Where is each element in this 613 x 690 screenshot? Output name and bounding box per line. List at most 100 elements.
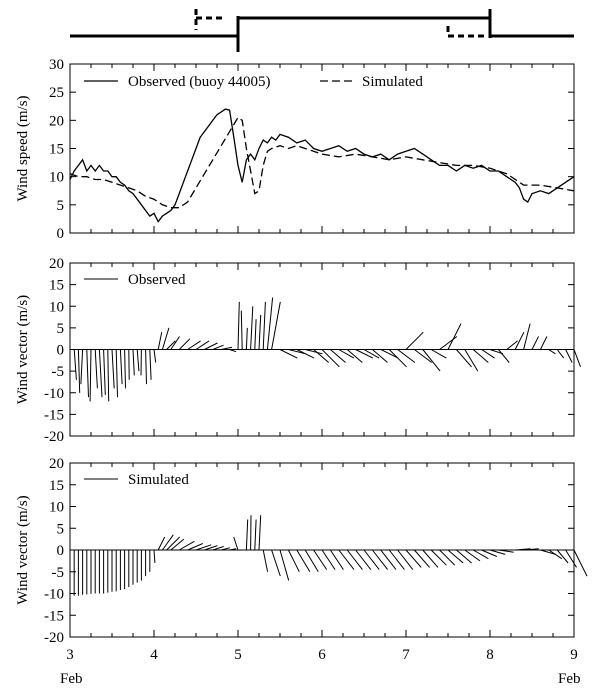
wind-vector-stick	[271, 549, 281, 577]
x-axis-month-left: Feb	[60, 671, 83, 687]
y-tick-label: 15	[49, 478, 64, 494]
wind-vector-stick	[229, 548, 237, 551]
wind-vector-stick	[229, 349, 237, 353]
wind-vector-stick	[161, 327, 170, 350]
simulated-vector-panel: -20 -15 -10 -5 0 5 10 15 20 3 4 5 6 7 8 9 Wind vector (m…	[15, 456, 588, 663]
wind-vector-stick	[86, 349, 89, 398]
wind-vector-stick	[98, 349, 103, 398]
y-tick-label: 10	[49, 170, 64, 186]
wind-vector-stick	[556, 549, 569, 564]
wind-vector-stick	[221, 346, 233, 350]
wind-vector-stick	[245, 327, 248, 350]
wind-vector-stick	[489, 549, 506, 555]
wind-vector-stick	[262, 549, 269, 572]
wind-vector-stick	[464, 349, 479, 372]
wind-vector-stick	[258, 515, 262, 551]
wind-vector-stick	[73, 349, 77, 380]
wind-vector-stick	[472, 549, 489, 560]
wind-vector-stick	[287, 549, 300, 573]
wind-vector-stick	[166, 340, 176, 350]
wind-vector-stick	[153, 549, 156, 564]
wind-vector-stick	[380, 549, 397, 570]
wind-vector-stick	[372, 349, 388, 363]
wind-vector-stick	[481, 549, 497, 557]
wind-vector-stick	[153, 349, 157, 363]
x-tick-label: 4	[150, 647, 158, 663]
y-tick-label: 20	[49, 256, 64, 272]
wind-vector-stick	[422, 349, 441, 372]
wind-vector-stick	[540, 549, 556, 555]
wind-vector-stick	[531, 336, 539, 350]
wind-vector-stick	[472, 349, 489, 363]
wind-vector-stick	[565, 549, 577, 568]
wind-vector-stick	[178, 338, 191, 350]
wind-vector-stick	[149, 349, 152, 380]
y-tick-label: 10	[49, 299, 64, 315]
wind-vector-stick	[178, 540, 195, 551]
wind-vector-stick	[405, 331, 424, 350]
wind-vector-stick	[305, 349, 323, 355]
wind-vector-stick	[539, 336, 548, 350]
wind-vector-stick	[221, 547, 231, 551]
wind-vector-stick	[254, 519, 257, 551]
wind-vector-stick	[195, 544, 212, 551]
wind-vector-stick	[204, 342, 218, 350]
y-axis-label: Wind speed (m/s)	[15, 95, 31, 201]
y-tick-label: -15	[44, 407, 64, 423]
x-tick-label: 5	[234, 647, 242, 663]
wind-vector-stick	[338, 349, 355, 359]
wind-vector-stick	[405, 549, 422, 568]
legend-label-simulated: Simulated	[362, 74, 423, 90]
wind-vector-stick	[237, 301, 240, 350]
wind-vector-stick	[115, 349, 118, 398]
y-tick-label: 15	[49, 278, 64, 294]
x-tick-label: 9	[570, 647, 578, 663]
y-tick-label: 25	[49, 85, 64, 101]
x-tick-label: 8	[486, 647, 494, 663]
wind-vector-stick	[363, 349, 380, 359]
wind-vector-stick	[515, 548, 531, 551]
wind-vector-stick	[157, 536, 166, 551]
wind-vector-stick	[240, 310, 243, 350]
wind-vector-stick	[565, 349, 573, 363]
y-tick-label: -5	[52, 364, 65, 380]
wind-vector-stick	[204, 545, 218, 551]
wind-vector-stick	[296, 549, 311, 573]
y-axis-label: Wind vector (m/s)	[15, 495, 31, 604]
wind-vector-stick	[523, 323, 531, 350]
timeline-panel	[70, 9, 574, 52]
wind-vector-stick	[262, 301, 266, 350]
wind-vector-stick	[355, 349, 374, 359]
wind-vector-stick	[514, 331, 525, 350]
wind-vector-stick	[506, 340, 518, 350]
wind-vector-stick	[166, 536, 181, 551]
wind-vector-stick	[456, 349, 472, 368]
wind-vector-stick	[372, 549, 388, 570]
wind-vector-stick	[397, 549, 414, 570]
wind-vector-stick	[329, 549, 344, 570]
y-tick-label: 10	[49, 500, 64, 516]
x-tick-label: 6	[318, 647, 326, 663]
wind-vector-stick	[170, 538, 185, 551]
wind-vector-stick	[254, 319, 257, 350]
wind-vector-stick	[258, 314, 262, 350]
wind-vector-stick	[388, 349, 407, 368]
x-tick-label: 3	[66, 647, 74, 663]
wind-vector-stick	[296, 349, 315, 359]
y-tick-label: 20	[49, 456, 64, 472]
y-tick-label: 15	[49, 142, 64, 158]
observed-speed-line	[69, 108, 575, 223]
wind-vector-stick	[132, 349, 135, 376]
y-tick-label: 20	[49, 113, 64, 129]
wind-vector-stick	[195, 340, 210, 350]
legend-label: Simulated	[128, 472, 189, 488]
y-tick-label: 5	[57, 521, 65, 537]
wind-vector-stick	[456, 549, 472, 564]
y-tick-label: 5	[57, 198, 65, 214]
wind-vector-stick	[414, 549, 430, 568]
simulated-speed-line	[69, 116, 575, 209]
y-tick-label: -10	[44, 386, 64, 402]
wind-vector-stick	[346, 349, 363, 363]
wind-vector-stick	[77, 349, 81, 393]
